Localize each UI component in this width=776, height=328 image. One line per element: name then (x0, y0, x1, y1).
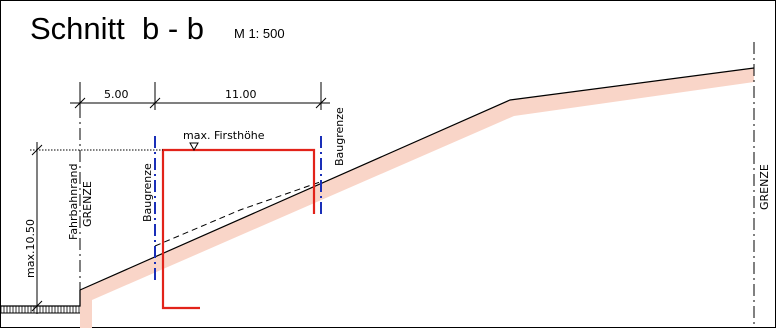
height-dimension (31, 142, 43, 314)
roadside-label: Fahrbahnrand (67, 164, 80, 240)
ridge-height-label: max. Firsthöhe (183, 129, 265, 142)
dimension-width-left: 5.00 (104, 88, 129, 101)
width-dimension (70, 82, 330, 110)
dimension-height: max.10.50 (24, 219, 37, 278)
baugrenze-label-right: Baugrenze (333, 107, 346, 166)
scale-label: M 1: 500 (234, 26, 285, 41)
height-marker-icon (189, 142, 199, 152)
section-title: Schnitt b - b (30, 11, 204, 46)
dimension-width-right: 11.00 (225, 88, 257, 101)
border-label-left: GRENZE (81, 181, 94, 227)
existing-terrain-line (154, 181, 321, 247)
border-label-right: GRENZE (758, 164, 771, 210)
terrain-fill (80, 68, 754, 328)
baugrenze-label-left: Baugrenze (141, 163, 154, 222)
hatch-lines (0, 306, 80, 313)
ground-line (79, 67, 755, 291)
